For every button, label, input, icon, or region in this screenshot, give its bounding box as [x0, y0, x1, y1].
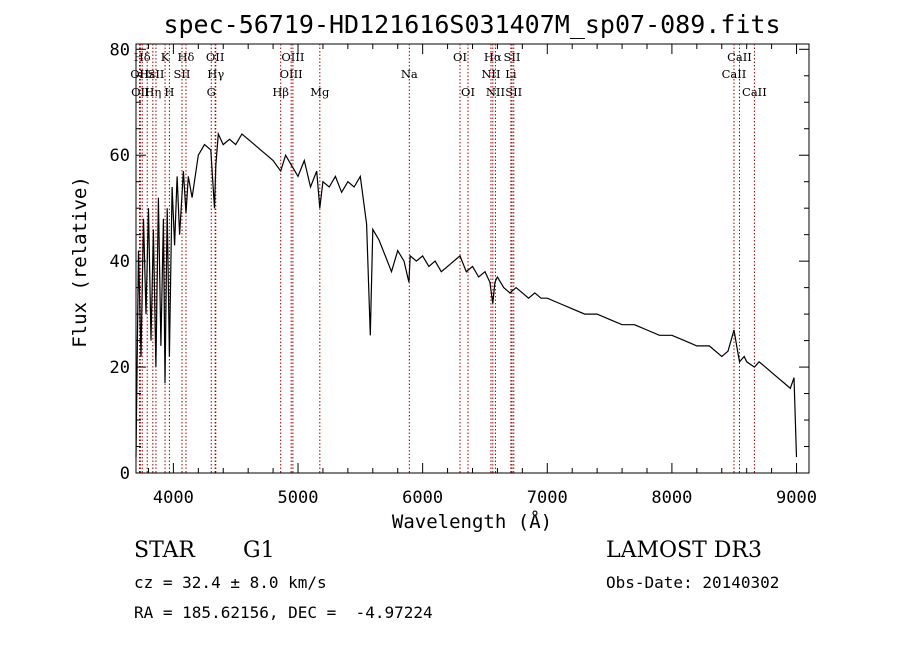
line-marker-label: OIII: [280, 67, 303, 81]
survey-label: LAMOST DR3: [606, 538, 762, 563]
x-tick-label: 9000: [776, 488, 817, 508]
line-marker-label: Li: [505, 67, 517, 81]
plot-frame: [135, 43, 810, 474]
chart-title: spec-56719-HD121616S031407M_sp07-089.fit…: [163, 10, 780, 39]
line-marker-label: G: [207, 85, 216, 99]
x-tick-label: 4000: [153, 488, 194, 508]
y-axis-label: Flux (relative): [69, 176, 91, 348]
line-marker-label: SII: [147, 67, 164, 81]
line-marker-label: OII: [130, 67, 149, 81]
y-tick-label: 80: [110, 40, 130, 60]
line-marker-label: OIII: [281, 50, 304, 64]
y-tick-label: 40: [110, 252, 130, 272]
coordinates: RA = 185.62156, DEC = -4.97224: [134, 603, 433, 622]
spectrum-line: [135, 131, 798, 458]
obs-date: Obs-Date: 20140302: [606, 573, 780, 592]
line-marker-label: Hε: [139, 67, 155, 81]
line-marker-label: SII: [174, 67, 191, 81]
line-marker-label: H: [164, 85, 174, 99]
line-marker-label: CaII: [722, 67, 747, 81]
line-marker-label: Mg: [310, 85, 330, 99]
line-marker-label: CaII: [742, 85, 767, 99]
line-marker-label: Hγ: [207, 67, 224, 81]
line-marker-label: SII: [505, 85, 522, 99]
line-marker-label: Na: [401, 67, 418, 81]
line-marker-label: OII: [131, 85, 150, 99]
x-axis-label: Wavelength (Å): [392, 510, 552, 533]
line-marker-label: SII: [504, 50, 521, 64]
line-marker-label: Hδ: [177, 50, 194, 64]
line-marker-label: OI: [461, 85, 475, 99]
line-marker-label: Hδ: [134, 50, 151, 64]
line-marker-label: NII: [481, 67, 500, 81]
y-tick-label: 0: [120, 464, 130, 484]
line-marker-label: NII: [486, 85, 505, 99]
x-tick-label: 5000: [278, 488, 319, 508]
line-marker-label: K: [161, 50, 170, 64]
line-marker-label: CaII: [727, 50, 752, 64]
axis-ticks: 4000 5000 6000 7000 8000 9000 0 20 40 60 80: [110, 40, 817, 508]
object-subclass: G1: [243, 538, 275, 563]
x-tick-label: 8000: [651, 488, 692, 508]
redshift-value: cz = 32.4 ± 8.0 km/s: [134, 573, 327, 592]
x-tick-label: 7000: [527, 488, 568, 508]
line-marker-label: Hα: [484, 50, 502, 64]
y-tick-label: 20: [110, 358, 130, 378]
x-tick-label: 6000: [402, 488, 443, 508]
y-tick-label: 60: [110, 146, 130, 166]
line-marker-label: Hβ: [272, 85, 289, 99]
object-class: STAR: [134, 538, 195, 563]
line-marker-label: OI: [453, 50, 467, 64]
line-marker-label: OII: [206, 50, 225, 64]
line-marker-label: Hη: [144, 85, 161, 99]
